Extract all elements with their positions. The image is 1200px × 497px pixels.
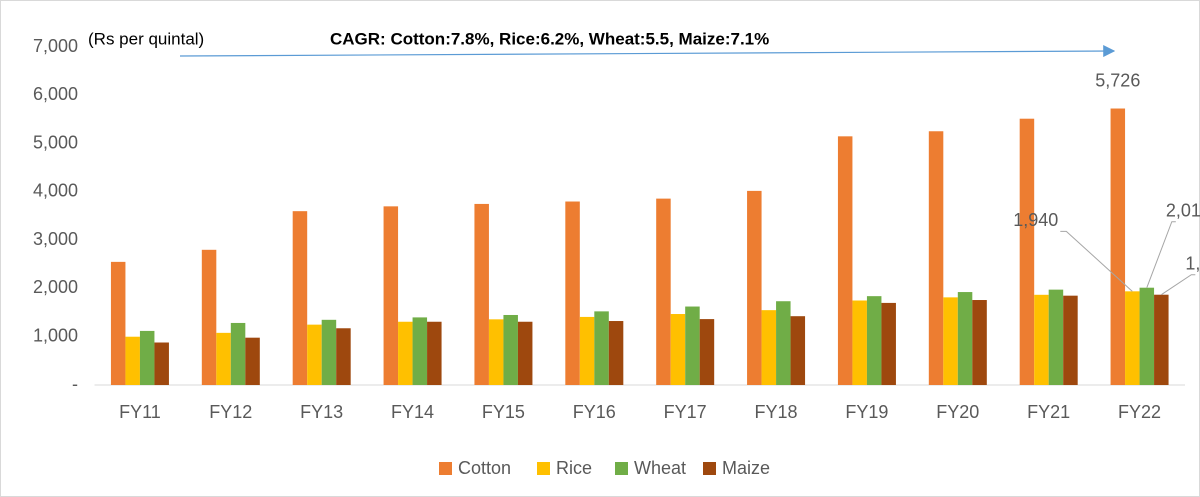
bar	[307, 324, 322, 385]
bar	[1034, 294, 1049, 385]
x-tick-label: FY20	[936, 402, 979, 422]
x-tick-label: FY15	[482, 402, 525, 422]
bar	[972, 300, 987, 385]
y-tick-label: 2,000	[33, 277, 78, 297]
bar	[776, 301, 791, 385]
bar	[957, 292, 973, 385]
bar	[579, 316, 595, 385]
leader-line	[1060, 230, 1133, 292]
bar	[1154, 294, 1169, 385]
legend-swatch	[703, 462, 716, 475]
bar	[230, 322, 246, 385]
bar	[154, 342, 169, 385]
bar	[1048, 289, 1064, 385]
bar	[1139, 287, 1155, 385]
bar	[1110, 108, 1126, 386]
x-tick-label: FY21	[1027, 402, 1070, 422]
data-label: 5,726	[1095, 70, 1140, 90]
legend-label: Rice	[556, 458, 592, 478]
bar	[928, 131, 944, 385]
bar	[866, 296, 882, 385]
bar	[139, 330, 155, 385]
y-tick-label: 5,000	[33, 132, 78, 152]
y-tick-label: 1,000	[33, 325, 78, 345]
bar	[383, 206, 399, 385]
bar	[761, 310, 777, 385]
bar	[656, 198, 671, 385]
x-tick-label: FY14	[391, 402, 434, 422]
bar	[699, 319, 715, 385]
legend-label: Cotton	[458, 458, 511, 478]
data-label: 1,870	[1185, 253, 1200, 273]
bar	[503, 314, 518, 385]
x-tick-label: FY12	[209, 402, 252, 422]
bar	[670, 314, 686, 385]
legend-label: Wheat	[634, 458, 686, 478]
y-tick-label: 3,000	[33, 229, 78, 249]
y-tick-label: 6,000	[33, 84, 78, 104]
x-tick-label: FY18	[755, 402, 798, 422]
bar	[608, 321, 624, 385]
bar	[125, 336, 140, 385]
cagr-arrow	[179, 45, 1116, 58]
bar	[292, 211, 308, 385]
bar	[837, 136, 853, 385]
y-tick-label: 4,000	[33, 181, 78, 201]
bar	[943, 297, 958, 385]
bar	[474, 203, 489, 385]
y-tick-label: -	[72, 374, 78, 394]
y-tick-label: 7,000	[33, 36, 78, 56]
legend-label: Maize	[722, 458, 770, 478]
leader-line	[1161, 274, 1196, 296]
bar	[412, 317, 428, 385]
bar	[245, 337, 260, 385]
bar	[216, 332, 231, 385]
leader-line	[1146, 221, 1176, 288]
unit-note: (Rs per quintal)	[88, 29, 204, 48]
bar	[594, 311, 609, 385]
bar	[517, 321, 533, 385]
bar	[398, 321, 413, 385]
cagr-note: CAGR: Cotton:7.8%, Rice:6.2%, Wheat:5.5,…	[330, 29, 769, 48]
bar	[1125, 291, 1140, 385]
legend-swatch	[615, 462, 628, 475]
bar	[852, 300, 867, 385]
legend-swatch	[537, 462, 550, 475]
bar	[881, 302, 896, 385]
bar	[336, 328, 351, 385]
bar	[565, 201, 580, 385]
x-tick-label: FY11	[119, 402, 161, 422]
bar	[790, 316, 806, 385]
bar	[201, 249, 217, 385]
bar	[685, 306, 700, 385]
x-tick-label: FY16	[573, 402, 616, 422]
bar	[427, 321, 442, 385]
bar	[1063, 295, 1078, 385]
bar	[488, 319, 504, 385]
bar	[321, 319, 337, 385]
x-tick-label: FY19	[845, 402, 888, 422]
bar	[1019, 118, 1035, 385]
bar	[110, 261, 126, 385]
x-tick-label: FY13	[300, 402, 343, 422]
bar	[747, 190, 762, 385]
data-label: 2,015	[1166, 200, 1200, 220]
x-tick-label: FY17	[664, 402, 707, 422]
data-label: 1,940	[1013, 210, 1058, 230]
x-tick-label: FY22	[1118, 402, 1161, 422]
legend-swatch	[439, 462, 452, 475]
